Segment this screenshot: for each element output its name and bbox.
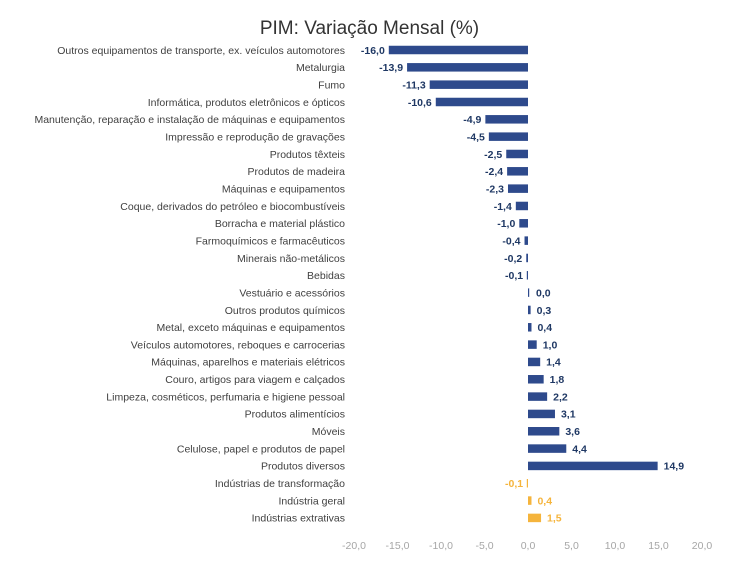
category-label: Outros equipamentos de transporte, ex. v…	[57, 45, 345, 57]
value-label: -16,0	[361, 45, 385, 57]
x-tick-label: -10,0	[429, 540, 453, 552]
value-label: 0,4	[537, 495, 552, 507]
value-label: 4,4	[572, 443, 587, 455]
bar	[429, 80, 528, 89]
value-label: 14,9	[664, 461, 685, 473]
value-label: -13,9	[379, 62, 403, 74]
bar	[528, 392, 548, 401]
category-label: Metal, exceto máquinas e equipamentos	[156, 322, 345, 334]
bar	[528, 340, 537, 349]
value-label: -0,1	[505, 270, 523, 282]
bar	[526, 271, 528, 280]
category-label: Máquinas e equipamentos	[222, 183, 345, 195]
value-label: -11,3	[402, 79, 426, 91]
bar	[485, 115, 528, 124]
category-label: Limpeza, cosméticos, perfumaria e higien…	[106, 391, 345, 403]
value-label: -1,0	[497, 218, 515, 230]
category-label: Vestuário e acessórios	[239, 287, 345, 299]
bar	[528, 323, 532, 332]
x-tick-label: -15,0	[386, 540, 410, 552]
x-tick-label: 10,0	[605, 540, 626, 552]
x-tick-label: 20,0	[692, 540, 713, 552]
category-label: Farmoquímicos e farmacêuticos	[196, 235, 345, 247]
category-label: Impressão e reprodução de gravações	[165, 131, 345, 143]
bar	[528, 409, 555, 419]
category-label: Manutenção, reparação e instalação de má…	[34, 114, 345, 126]
category-label: Informática, produtos eletrônicos e ópti…	[148, 97, 345, 109]
value-label: -4,9	[463, 114, 481, 126]
category-label: Outros produtos químicos	[225, 305, 345, 317]
bar	[507, 167, 528, 176]
value-label: -1,4	[494, 201, 512, 213]
value-label: 1,4	[546, 357, 561, 369]
category-label: Minerais não-metálicos	[237, 253, 345, 265]
chart-title: PIM: Variação Mensal (%)	[259, 18, 480, 39]
bar	[528, 357, 541, 367]
bar	[528, 305, 531, 315]
category-label: Produtos de madeira	[248, 166, 346, 178]
bar	[435, 97, 528, 107]
x-tick-label: 15,0	[648, 540, 669, 552]
value-label: -2,5	[484, 149, 502, 161]
category-label: Indústrias de transformação	[215, 478, 345, 490]
x-tick-label: -5,0	[475, 540, 493, 552]
value-label: -0,1	[505, 478, 523, 490]
category-label: Bebidas	[307, 270, 345, 282]
bar	[507, 184, 528, 193]
bar	[528, 288, 530, 297]
bar	[528, 513, 542, 523]
category-label: Celulose, papel e produtos de papel	[177, 443, 345, 455]
bar	[515, 201, 528, 211]
value-label: -10,6	[408, 97, 432, 109]
value-label: 3,6	[565, 426, 580, 438]
value-label: 0,4	[537, 322, 552, 334]
value-label: -0,2	[504, 253, 522, 265]
bar	[519, 219, 528, 228]
value-label: 0,0	[536, 287, 551, 299]
value-label: 1,8	[550, 374, 565, 386]
value-label: -2,3	[486, 183, 504, 195]
category-label: Produtos têxteis	[270, 149, 345, 161]
bar	[506, 149, 528, 159]
x-tick-label: -20,0	[342, 540, 366, 552]
value-label: 2,2	[553, 391, 568, 403]
category-label: Coque, derivados do petróleo e biocombus…	[120, 201, 345, 213]
value-label: 3,1	[561, 409, 576, 421]
value-label: -2,4	[485, 166, 503, 178]
value-label: 1,0	[543, 339, 558, 351]
bar	[407, 63, 528, 72]
category-label: Couro, artigos para viagem e calçados	[165, 374, 345, 386]
value-label: -4,5	[467, 131, 485, 143]
bar	[528, 461, 658, 471]
bar	[528, 375, 544, 384]
bar	[524, 236, 528, 245]
x-tick-label: 0,0	[521, 540, 536, 552]
value-label: 1,5	[547, 513, 562, 525]
bar	[528, 427, 560, 436]
bar	[388, 45, 528, 55]
category-label: Produtos alimentícios	[245, 409, 345, 421]
category-label: Veículos automotores, reboques e carroce…	[131, 339, 345, 351]
bar	[526, 479, 528, 488]
category-label: Borracha e material plástico	[215, 218, 345, 230]
category-label: Produtos diversos	[261, 461, 345, 473]
category-label: Fumo	[318, 79, 345, 91]
category-label: Metalurgia	[296, 62, 345, 74]
bar	[488, 132, 528, 141]
bar	[526, 253, 528, 263]
value-label: -0,4	[502, 235, 520, 247]
bar	[528, 444, 567, 453]
category-label: Máquinas, aparelhos e materiais elétrico…	[151, 357, 345, 369]
category-label: Indústria geral	[278, 495, 345, 507]
category-label: Indústrias extrativas	[252, 513, 345, 525]
category-label: Móveis	[312, 426, 345, 438]
bar	[528, 496, 532, 505]
value-label: 0,3	[537, 305, 552, 317]
x-tick-label: 5,0	[564, 540, 579, 552]
